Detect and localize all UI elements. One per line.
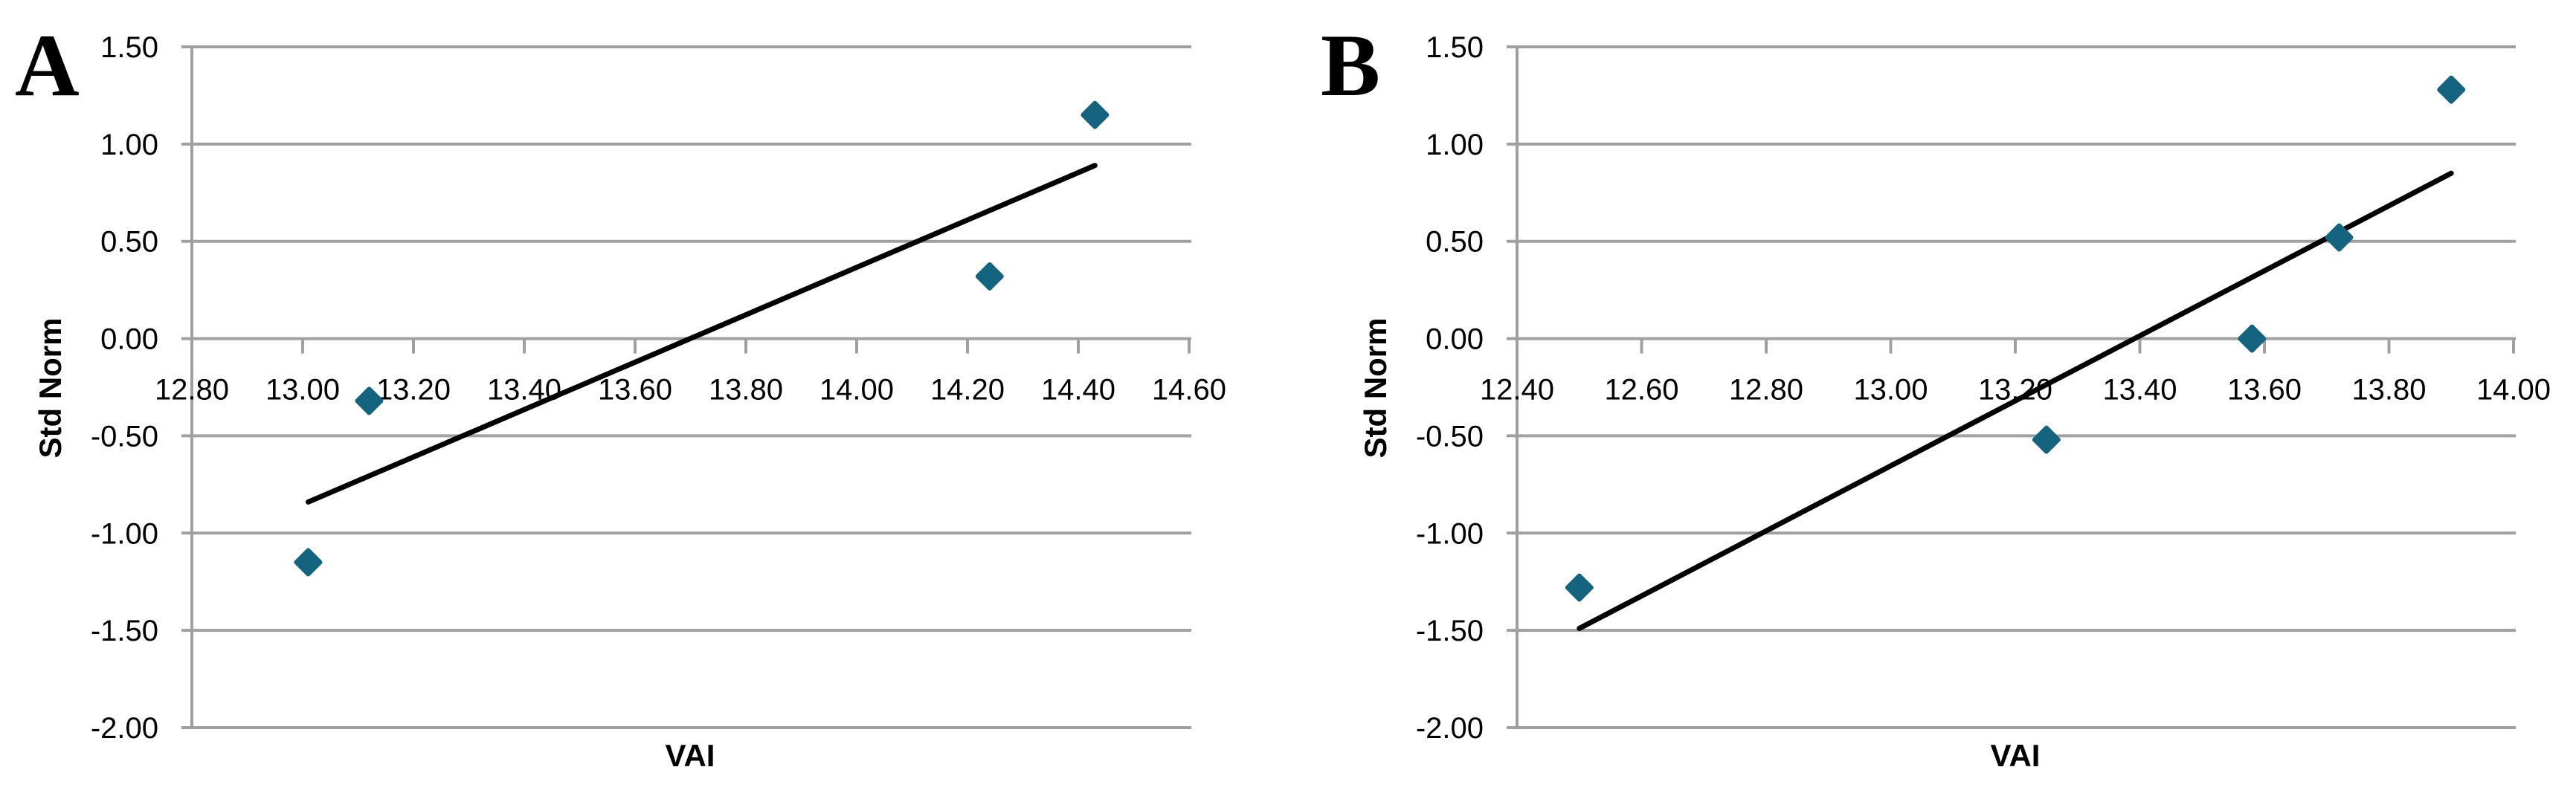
y-tick-label: -0.50 <box>1416 420 1484 453</box>
y-tick-label: 0.00 <box>100 323 158 356</box>
y-axis-title-b: Std Norm <box>1358 317 1393 459</box>
x-tick-label: 13.80 <box>709 374 783 407</box>
x-tick-label: 12.80 <box>155 374 229 407</box>
y-tick-label: -1.00 <box>1416 517 1484 550</box>
y-tick-label: 0.50 <box>1426 226 1484 259</box>
x-tick-label: 12.60 <box>1604 374 1678 407</box>
x-tick-label: 14.00 <box>820 374 894 407</box>
y-tick-label: 1.00 <box>100 129 158 161</box>
data-point-marker <box>2325 223 2354 252</box>
y-tick-label: -2.00 <box>91 712 158 745</box>
x-tick-label: 12.40 <box>1480 374 1554 407</box>
y-axis-title-a: Std Norm <box>33 317 68 459</box>
data-point-marker <box>294 548 323 577</box>
y-tick-label: -1.50 <box>1416 615 1484 647</box>
x-tick-label: 14.00 <box>2476 374 2551 407</box>
x-tick-label: 14.40 <box>1041 374 1115 407</box>
y-tick-label: -0.50 <box>91 420 158 453</box>
x-tick-label: 12.80 <box>1729 374 1803 407</box>
panel-label-a: A <box>15 16 80 114</box>
panel-label-b: B <box>1321 16 1381 114</box>
x-tick-label: 14.60 <box>1152 374 1226 407</box>
y-tick-label: 0.00 <box>1426 323 1484 356</box>
x-tick-label: 13.20 <box>376 374 451 407</box>
x-axis-title-b: VAI <box>1990 738 2041 773</box>
x-tick-label: 13.40 <box>487 374 561 407</box>
y-tick-label: 0.50 <box>100 226 158 259</box>
x-tick-label: 13.60 <box>2227 374 2302 407</box>
panel-b: 1.50 1.00 0.50 0.00 -0.50 -1.00 -1.50 -2.00 12.4… <box>1288 0 2576 796</box>
x-tick-label: 13.80 <box>2351 374 2426 407</box>
y-tick-label: -2.00 <box>1416 712 1484 745</box>
scatter-plot-b: 1.50 1.00 0.50 0.00 -0.50 -1.00 -1.50 -2.00 12.4… <box>1416 31 2551 745</box>
x-tick-label: 13.00 <box>1853 374 1928 407</box>
data-point-marker <box>2238 324 2267 353</box>
x-axis-title-a: VAI <box>665 738 715 773</box>
data-point-marker <box>2032 425 2061 454</box>
data-point-marker <box>975 262 1004 291</box>
trendline <box>305 163 1098 505</box>
data-point-marker <box>2437 75 2466 104</box>
y-tick-label: 1.50 <box>100 31 158 64</box>
y-tick-label: 1.50 <box>1426 31 1484 64</box>
trendline <box>1577 170 2454 632</box>
x-tick-label: 13.60 <box>598 374 672 407</box>
data-point-marker <box>355 386 384 415</box>
scatter-plot-a: 1.50 1.00 0.50 0.00 -0.50 -1.00 -1.50 -2.00 12.8… <box>91 31 1226 745</box>
data-point-marker <box>1565 573 1594 602</box>
x-tick-label: 14.20 <box>930 374 1005 407</box>
x-tick-label: 13.00 <box>265 374 340 407</box>
panel-a: 1.50 1.00 0.50 0.00 -0.50 -1.00 -1.50 -2.00 12.8… <box>15 16 1226 774</box>
x-tick-label: 13.40 <box>2102 374 2177 407</box>
y-tick-label: 1.00 <box>1426 129 1484 161</box>
y-tick-label: -1.50 <box>91 615 158 647</box>
y-tick-label: -1.00 <box>91 517 158 550</box>
data-point-marker <box>1081 100 1110 129</box>
